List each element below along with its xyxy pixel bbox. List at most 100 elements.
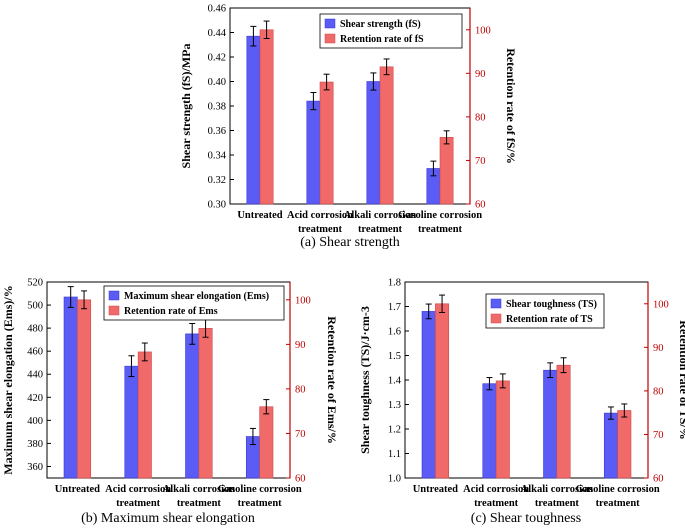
y-axis-title: Shear strength (fS)/MPa xyxy=(179,44,193,169)
y-tick-label: 0.30 xyxy=(208,200,226,211)
legend-label: Shear strength (fS) xyxy=(340,19,421,30)
legend-swatch-red xyxy=(108,305,120,316)
y-right-tick-label: 70 xyxy=(653,430,664,441)
legend-swatch-blue xyxy=(108,290,120,301)
bar-right-3 xyxy=(439,137,454,205)
y-right-tick-label: 100 xyxy=(295,295,311,306)
y-tick-label: 380 xyxy=(27,439,43,450)
y-tick-label: 1.1 xyxy=(388,449,401,460)
y-right-tick-label: 80 xyxy=(653,386,664,397)
y-axis-title: Shear toughness (TS)/J·cm-3 xyxy=(358,306,372,454)
legend-swatch-red xyxy=(490,313,502,324)
y-right-tick-label: 100 xyxy=(475,25,491,36)
y-right-axis-title: Retention rate of fS/% xyxy=(504,48,518,164)
y-tick-label: 0.42 xyxy=(208,53,226,64)
y-right-tick-label: 60 xyxy=(295,474,306,485)
x-category-label: Gasoline corrosion xyxy=(218,484,302,495)
legend-box xyxy=(103,285,285,321)
y-tick-label: 460 xyxy=(27,347,43,358)
y-tick-label: 0.34 xyxy=(208,151,227,162)
legend-swatch-red xyxy=(324,33,336,44)
figure-caption: (b) Maximum shear elongation xyxy=(81,511,255,526)
bar-right-3 xyxy=(259,406,274,479)
bar-right-1 xyxy=(319,81,334,205)
x-category-label: treatment xyxy=(298,224,343,235)
y-tick-label: 0.40 xyxy=(208,77,226,88)
x-category-label: treatment xyxy=(535,498,580,509)
x-category-label: treatment xyxy=(116,498,161,509)
x-category-label: Gasoline corrosion xyxy=(398,210,482,221)
y-tick-label: 1.2 xyxy=(388,425,401,436)
legend-label: Retention rate of Ems xyxy=(124,306,218,317)
bar-left-3 xyxy=(603,412,618,479)
y-tick-label: 1.0 xyxy=(388,474,401,485)
legend-label: Retention rate of TS xyxy=(506,314,593,325)
bar-right-2 xyxy=(198,328,213,479)
y-right-tick-label: 90 xyxy=(475,69,486,80)
x-category-label: treatment xyxy=(418,224,463,235)
bar-right-2 xyxy=(379,66,394,205)
y-right-tick-label: 80 xyxy=(475,112,486,123)
x-category-label: Acid corrosion xyxy=(105,484,171,495)
bar-left-0 xyxy=(246,35,261,205)
y-tick-label: 440 xyxy=(27,370,43,381)
chart-panel-c: 1.0 1.1 1.2 1.3 1.4 1.5 1.6 1.7 1.8 60 70 80 90 100 Un… xyxy=(358,278,685,527)
legend-box xyxy=(319,13,463,49)
y-tick-label: 1.6 xyxy=(388,327,401,338)
chart-panel-b: 360 380 400 420 440 460 480 500 520 60 70 80 90 100 Un… xyxy=(1,278,339,527)
y-right-tick-label: 60 xyxy=(475,200,486,211)
bar-left-0 xyxy=(63,296,78,479)
y-axis-title: Maximum shear elongation (Ems)/% xyxy=(1,285,15,474)
bar-right-0 xyxy=(77,299,92,479)
x-category-label: Alkali corrosion xyxy=(163,484,236,495)
chart-panel-a: 0.30 0.32 0.34 0.36 0.38 0.40 0.42 0.44 0.46 60 70… xyxy=(179,4,518,251)
y-tick-label: 0.38 xyxy=(208,102,226,113)
y-tick-label: 0.36 xyxy=(208,126,226,137)
y-right-tick-label: 90 xyxy=(295,340,306,351)
bar-right-1 xyxy=(495,380,510,479)
x-category-label: treatment xyxy=(474,498,519,509)
x-category-label: treatment xyxy=(177,498,222,509)
legend-label: Maximum shear elongation (Ems) xyxy=(124,291,269,302)
y-tick-label: 500 xyxy=(27,301,43,312)
legend: Shear toughness (TS) Retention rate of TS xyxy=(485,293,605,329)
y-tick-label: 360 xyxy=(27,462,43,473)
figure-caption: (a) Shear strength xyxy=(300,235,400,250)
y-tick-label: 1.7 xyxy=(388,302,401,313)
y-right-axis-title: Retention rate of TS/% xyxy=(677,320,685,439)
x-category-label: Untreated xyxy=(237,210,282,221)
y-tick-label: 0.46 xyxy=(208,4,226,15)
bar-left-2 xyxy=(185,333,200,479)
bar-right-3 xyxy=(617,410,632,479)
x-category-label: Alkali corrosion xyxy=(344,210,417,221)
y-right-tick-label: 60 xyxy=(653,474,664,485)
legend-label: Shear toughness (TS) xyxy=(506,299,597,310)
x-category-label: Alkali corrosion xyxy=(521,484,594,495)
x-category-label: treatment xyxy=(596,498,641,509)
legend-label: Retention rate of fS xyxy=(340,34,424,45)
legend: Shear strength (fS) Retention rate of fS xyxy=(319,13,463,49)
y-tick-label: 1.4 xyxy=(388,376,402,387)
y-right-axis-title: Retention rate of Ems/% xyxy=(325,316,339,444)
y-tick-label: 0.32 xyxy=(208,175,226,186)
bar-left-2 xyxy=(366,81,381,205)
y-tick-label: 1.3 xyxy=(388,400,401,411)
x-category-label: Gasoline corrosion xyxy=(576,484,660,495)
x-category-label: Acid corrosion xyxy=(463,484,529,495)
x-category-label: Acid corrosion xyxy=(287,210,353,221)
y-right-tick-label: 70 xyxy=(295,429,306,440)
bar-left-1 xyxy=(124,365,139,479)
x-category-label: Untreated xyxy=(55,484,100,495)
bar-right-2 xyxy=(556,364,571,479)
y-tick-label: 1.5 xyxy=(388,351,401,362)
y-tick-label: 520 xyxy=(27,278,43,289)
legend: Maximum shear elongation (Ems) Retention … xyxy=(103,285,285,321)
x-category-label: treatment xyxy=(358,224,403,235)
y-tick-label: 480 xyxy=(27,324,43,335)
figure-caption: (c) Shear toughness xyxy=(471,511,581,526)
x-category-label: treatment xyxy=(238,498,283,509)
bar-left-2 xyxy=(543,369,558,479)
y-tick-label: 1.8 xyxy=(388,278,401,289)
y-tick-label: 400 xyxy=(27,416,43,427)
